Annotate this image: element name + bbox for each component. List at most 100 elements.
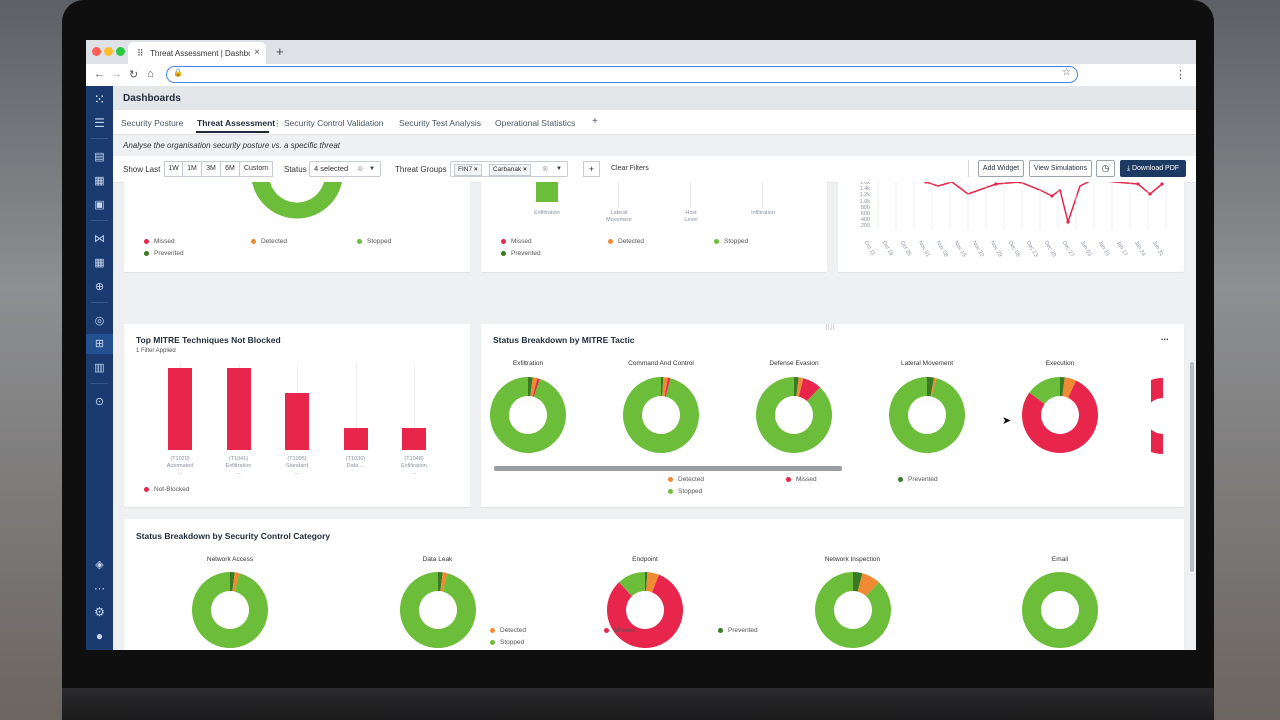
threat-groups-select[interactable]: FIN7 × Carbanak × ⊗ ▼	[450, 161, 568, 177]
status-select-value: 4 selected	[314, 164, 349, 173]
add-tab-button[interactable]: +	[592, 116, 598, 127]
history-clock-icon[interactable]: ◷	[1096, 160, 1115, 177]
report-icon[interactable]: ▤	[94, 151, 105, 163]
y-tick-label: 1.6k	[859, 182, 870, 186]
technique-bar[interactable]	[402, 428, 426, 450]
technique-bar[interactable]	[168, 368, 192, 450]
dashboard-tabs: Security Posture Threat Assessment ⋮ Sec…	[113, 110, 1196, 135]
period-1w-button[interactable]: 1W	[164, 161, 183, 177]
chevron-down-icon[interactable]: ▼	[556, 166, 562, 172]
close-window-icon[interactable]	[92, 47, 101, 56]
x-tick-label: Lateral Movement	[606, 210, 632, 223]
donut-label: Email	[1051, 556, 1069, 563]
forward-icon[interactable]: →	[111, 68, 122, 80]
bookmark-star-icon[interactable]: ☆	[1062, 67, 1071, 78]
gear-icon[interactable]: ⚙	[94, 605, 105, 619]
trend-line-missed	[925, 182, 1163, 225]
threat-group-chip[interactable]: Carbanak ×	[489, 164, 531, 176]
status-select[interactable]: 4 selected ⊗ ▼	[309, 161, 381, 177]
browser-menu-icon[interactable]: ⋮	[1175, 69, 1186, 81]
clear-threat-groups-icon[interactable]: ⊗	[542, 164, 549, 173]
maximize-window-icon[interactable]	[116, 47, 125, 56]
bar-exfiltration-stopped	[536, 182, 558, 202]
donut-label: Exfiltration	[512, 360, 544, 367]
donut-segment-stopped	[756, 377, 832, 453]
donut-segment-detected	[662, 377, 669, 397]
menu-list-icon[interactable]: ☰	[94, 116, 105, 130]
legend-stopped: Stopped	[714, 238, 748, 245]
reload-icon[interactable]: ↻	[129, 69, 139, 81]
technique-bar[interactable]	[226, 368, 251, 450]
y-tick-label: 200	[860, 223, 870, 230]
layers-icon[interactable]: ◈	[95, 559, 104, 571]
period-6m-button[interactable]: 6M	[220, 161, 240, 177]
clear-status-icon[interactable]: ⊗	[357, 164, 364, 173]
add-filter-button[interactable]: +	[583, 161, 600, 177]
table-icon[interactable]: ▦	[94, 257, 105, 269]
donut-segment-missed	[1151, 378, 1163, 454]
browser-tab[interactable]: ⠿ Threat Assessment | Dashboar ×	[128, 42, 266, 64]
tab-operational-statistics[interactable]: Operational Statistics	[495, 118, 576, 128]
tab-options-icon[interactable]: ⋮	[273, 118, 282, 128]
grid-line	[762, 182, 763, 208]
top-left-donut-remnant	[252, 182, 342, 219]
new-tab-button[interactable]: +	[276, 44, 284, 59]
user-icon[interactable]: ●	[95, 629, 104, 643]
download-pdf-button[interactable]: ⤓ Download PDF	[1120, 160, 1186, 177]
period-3m-button[interactable]: 3M	[201, 161, 221, 177]
mouse-cursor-icon: ➤	[1002, 415, 1012, 427]
browser-tab-title: Threat Assessment | Dashboar	[150, 49, 250, 58]
y-tick-label: 800	[860, 204, 870, 211]
document-icon[interactable]: ▦	[94, 175, 105, 187]
tactic-donut	[889, 377, 965, 453]
calendar-icon[interactable]: ▣	[94, 199, 105, 211]
donut-label: Execution	[1045, 360, 1075, 367]
donut-segment-stopped	[192, 572, 268, 648]
donut-segment-detected	[857, 573, 879, 597]
legend-not-blocked: Not-Blocked	[144, 486, 189, 493]
dashboard-icon[interactable]: ⊞	[86, 334, 113, 354]
donut-segment-detected	[796, 377, 804, 397]
horizontal-scrollbar[interactable]	[494, 466, 842, 471]
tab-security-posture[interactable]: Security Posture	[121, 118, 184, 128]
widget-menu-icon[interactable]: ...	[1161, 332, 1169, 342]
threat-group-chip[interactable]: FIN7 ×	[454, 164, 482, 176]
minimize-window-icon[interactable]	[104, 47, 113, 56]
tab-threat-assessment[interactable]: Threat Assessment	[197, 118, 276, 128]
clear-filters-link[interactable]: Clear Filters	[611, 165, 649, 172]
mitre-tactic-widget: Status Breakdown by MITRE Tactic ⠿⠿ ... …	[481, 324, 1184, 507]
view-simulations-button[interactable]: View Simulations	[1029, 160, 1092, 177]
tab-security-control-validation[interactable]: Security Control Validation	[284, 118, 384, 128]
add-widget-button[interactable]: Add Widget	[978, 160, 1024, 177]
filter-bar: Show Last 1W 1M 3M 6M Custom Status 4 se…	[113, 156, 1196, 183]
close-tab-icon[interactable]: ×	[254, 47, 260, 58]
address-input[interactable]: 🔒 ☆	[166, 66, 1078, 83]
donut-segment-stopped	[399, 572, 476, 648]
more-icon[interactable]: ⋯	[94, 583, 105, 595]
trend-grid	[877, 182, 1167, 230]
legend-label: Detected	[261, 238, 288, 245]
x-tick-label: Exfiltration	[534, 210, 560, 216]
home-icon[interactable]: ⌂	[147, 68, 154, 80]
crosshair-icon[interactable]: ⊕	[94, 281, 105, 293]
back-icon[interactable]: ←	[94, 68, 105, 80]
donut-segment-prevented	[1060, 377, 1065, 397]
period-custom-button[interactable]: Custom	[239, 161, 273, 177]
technique-bar[interactable]	[285, 393, 309, 450]
chevron-down-icon[interactable]: ▼	[369, 166, 375, 172]
chart-icon[interactable]: ▥	[94, 362, 105, 374]
donut-segment-prevented	[437, 572, 443, 592]
technique-bar[interactable]	[343, 428, 368, 450]
share-icon[interactable]: ⋈	[94, 233, 105, 245]
drag-handle-icon[interactable]: ⠿⠿	[825, 325, 836, 332]
tab-security-test-analysis[interactable]: Security Test Analysis	[399, 118, 482, 128]
donut-segment-stopped	[814, 572, 891, 648]
category-donut	[814, 572, 891, 648]
show-last-label: Show Last	[123, 165, 161, 174]
vertical-scrollbar[interactable]	[1190, 362, 1194, 572]
grid-line	[355, 364, 357, 450]
app-launcher-icon[interactable]: ⁙	[93, 91, 106, 107]
lightbulb-icon[interactable]: ◎	[94, 315, 105, 327]
search-settings-icon[interactable]: ⊙	[94, 396, 105, 408]
period-1m-button[interactable]: 1M	[182, 161, 202, 177]
